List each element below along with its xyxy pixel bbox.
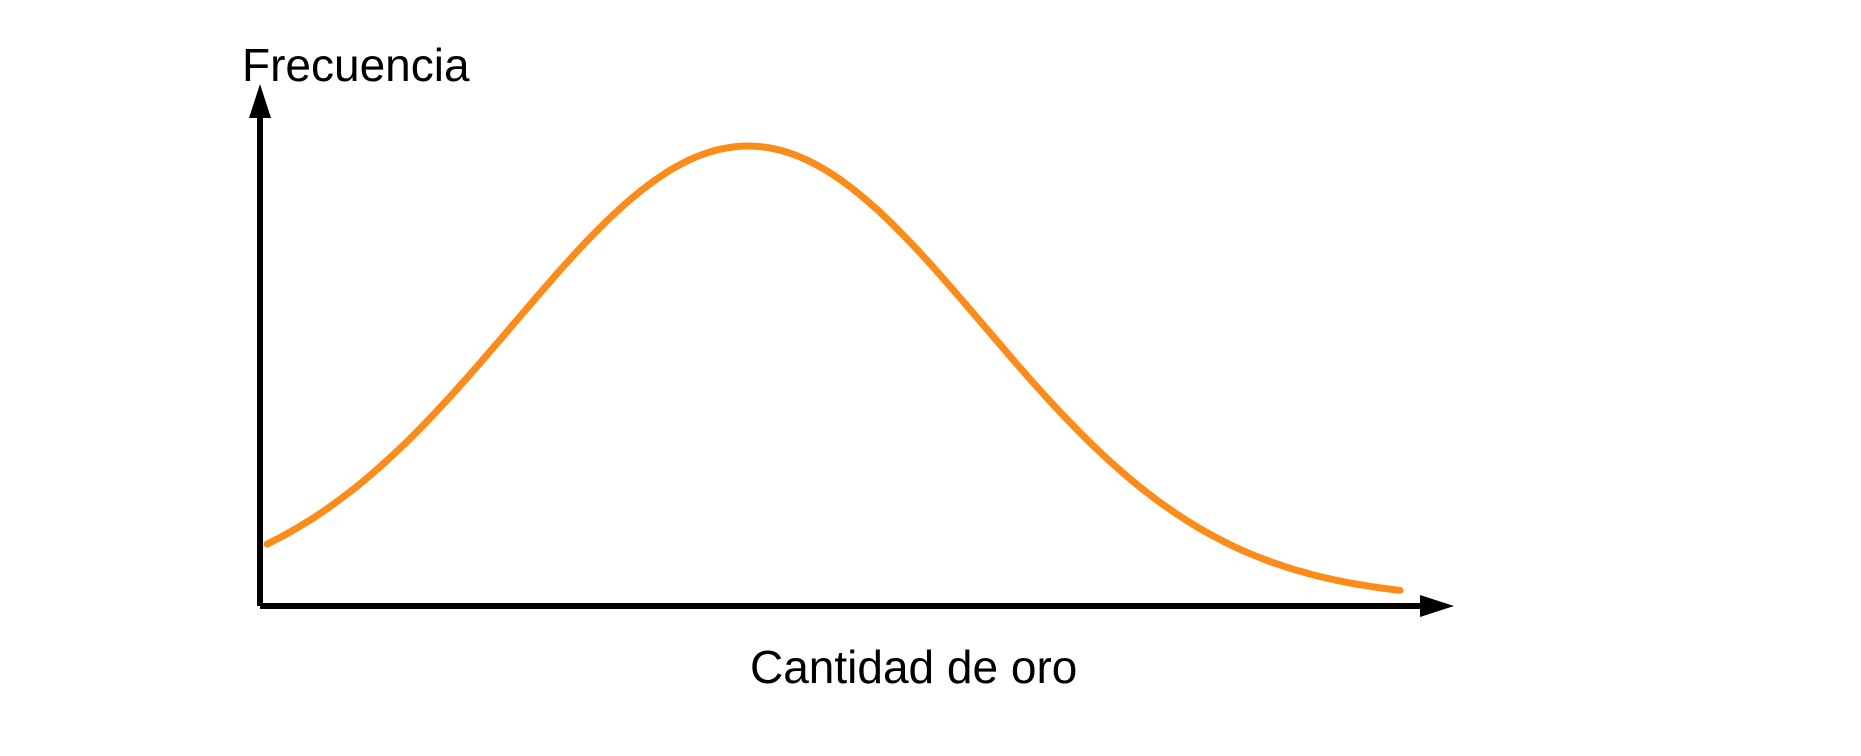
chart-frame: Frecuencia Cantidad de oro: [0, 0, 1861, 756]
y-axis-label: Frecuencia: [242, 38, 470, 92]
distribution-curve: [267, 146, 1400, 590]
x-axis-arrowhead: [1420, 595, 1454, 617]
x-axis-label: Cantidad de oro: [750, 640, 1077, 694]
